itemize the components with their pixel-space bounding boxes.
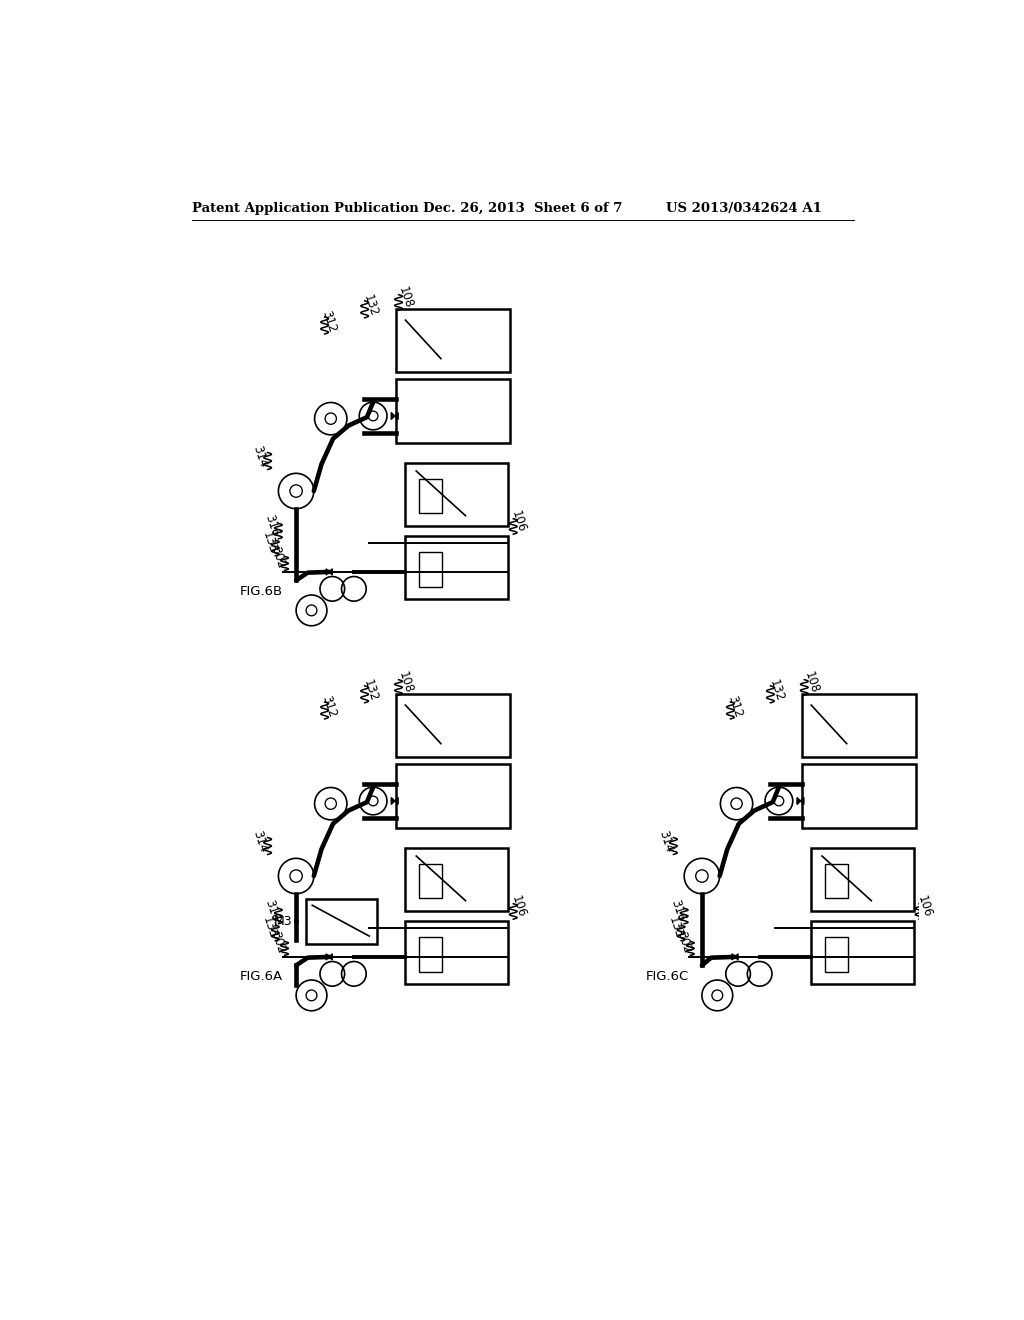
Polygon shape — [391, 797, 398, 804]
Text: 108: 108 — [396, 284, 415, 310]
Text: 106: 106 — [509, 508, 528, 533]
Text: 302: 302 — [268, 929, 288, 954]
Text: 132: 132 — [361, 678, 381, 704]
Bar — [396, 694, 510, 758]
Bar — [396, 764, 510, 828]
Text: 108: 108 — [802, 669, 821, 694]
Text: 314: 314 — [250, 829, 269, 854]
Bar — [811, 921, 913, 983]
Text: US 2013/0342624 A1: US 2013/0342624 A1 — [666, 202, 821, 215]
Bar — [825, 937, 848, 972]
Text: 302: 302 — [675, 929, 694, 954]
Text: 106: 106 — [509, 894, 528, 919]
Bar — [802, 694, 915, 758]
Text: 108: 108 — [396, 669, 415, 694]
Text: 316: 316 — [669, 898, 688, 923]
Bar — [406, 849, 508, 911]
Text: 106: 106 — [914, 894, 934, 919]
Text: 132: 132 — [767, 678, 786, 704]
Text: FIG.6C: FIG.6C — [646, 970, 689, 983]
Bar — [406, 536, 508, 599]
Text: 302: 302 — [268, 545, 288, 570]
Text: FIG.6A: FIG.6A — [240, 970, 283, 983]
Polygon shape — [391, 412, 398, 420]
Text: 316: 316 — [262, 513, 282, 539]
Text: 312: 312 — [319, 309, 339, 334]
Polygon shape — [797, 797, 804, 804]
Bar — [419, 937, 442, 972]
Text: Dec. 26, 2013  Sheet 6 of 7: Dec. 26, 2013 Sheet 6 of 7 — [423, 202, 623, 215]
Polygon shape — [326, 569, 333, 576]
Text: 133: 133 — [259, 531, 279, 556]
Text: 133: 133 — [666, 915, 685, 940]
Bar — [811, 849, 913, 911]
Bar — [825, 865, 848, 898]
Text: 132: 132 — [361, 293, 381, 318]
Text: FIG.6B: FIG.6B — [240, 585, 283, 598]
Polygon shape — [326, 954, 333, 960]
Text: 314: 314 — [656, 829, 676, 854]
Text: 316: 316 — [262, 898, 282, 923]
Bar — [406, 463, 508, 527]
Bar — [419, 552, 442, 586]
Bar — [306, 899, 377, 944]
Text: M3: M3 — [273, 915, 292, 928]
Bar — [406, 921, 508, 983]
Bar — [396, 309, 510, 372]
Bar — [419, 865, 442, 898]
Bar — [396, 379, 510, 442]
Bar — [802, 764, 915, 828]
Text: 314: 314 — [250, 444, 269, 469]
Text: 312: 312 — [725, 694, 744, 719]
Text: 133: 133 — [259, 915, 279, 940]
Text: 312: 312 — [319, 694, 339, 719]
Text: Patent Application Publication: Patent Application Publication — [193, 202, 419, 215]
Polygon shape — [732, 954, 738, 960]
Bar — [419, 479, 442, 512]
